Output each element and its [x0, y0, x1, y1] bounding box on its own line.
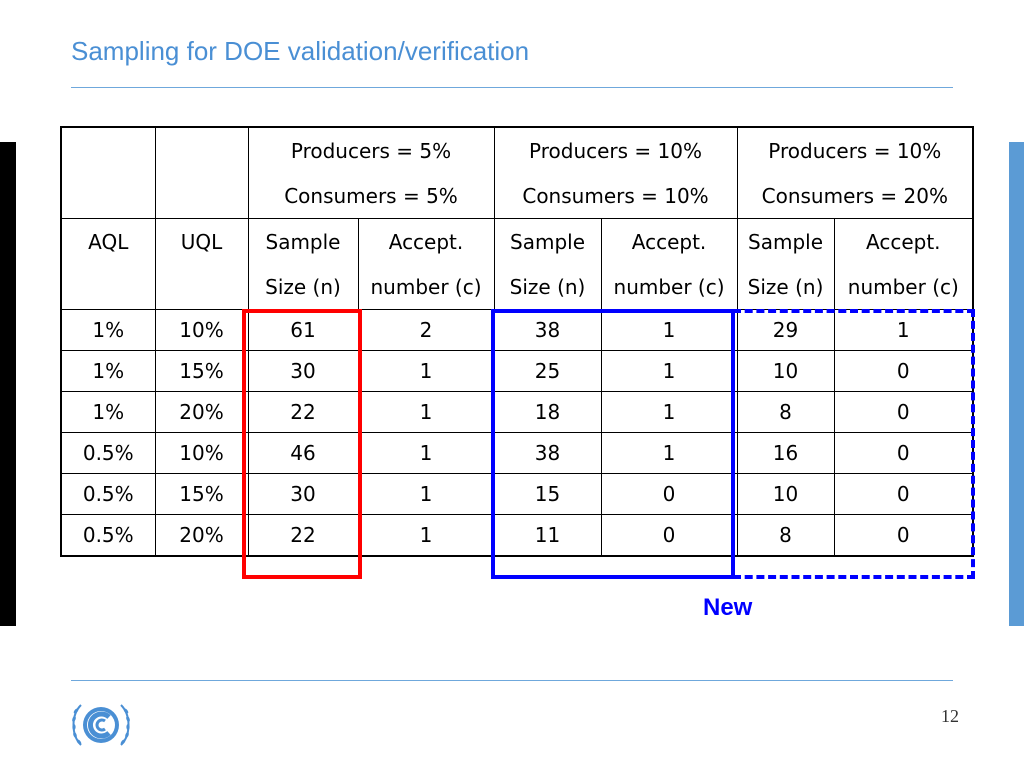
- aql-header: AQL: [60, 218, 156, 310]
- table-body: 1% 10% 61 2 38 1 29 1 1% 15% 30 1 25 1 10 0 1% 20% 22 1 18 1 8…: [60, 309, 974, 557]
- table-cell: 10: [736, 473, 835, 515]
- accept-label: Accept.: [388, 229, 464, 254]
- accept-number-header: Accept. number (c): [357, 218, 495, 310]
- number-c-label: number (c): [847, 274, 959, 299]
- table-cell: 11: [493, 514, 602, 557]
- accept-label: Accept.: [631, 229, 707, 254]
- table-cell: 15%: [154, 350, 249, 392]
- table-cell: 15%: [154, 473, 249, 515]
- footer-divider: [71, 680, 953, 681]
- right-edge-bar: [1009, 142, 1024, 626]
- consumers-label: Consumers = 5%: [284, 183, 458, 208]
- table-cell: 8: [736, 514, 835, 557]
- table-cell: 0.5%: [60, 473, 156, 515]
- table-cell: 0: [833, 473, 974, 515]
- table-row: 1% 15% 30 1 25 1 10 0: [60, 350, 974, 392]
- accept-number-header: Accept. number (c): [833, 218, 974, 310]
- table-cell: 10%: [154, 432, 249, 474]
- left-edge-bar: [0, 142, 16, 626]
- group-header-10-20: Producers = 10% Consumers = 20%: [736, 126, 974, 219]
- dashed-blue-highlight-box: [733, 309, 975, 579]
- sample-label: Sample: [510, 229, 586, 254]
- title-divider: [71, 87, 953, 88]
- empty-header-cell: [154, 126, 249, 219]
- table-cell: 0.5%: [60, 514, 156, 557]
- table-cell: 38: [493, 432, 602, 474]
- table-row: 0.5% 15% 30 1 15 0 10 0: [60, 473, 974, 515]
- table-cell: 1: [600, 350, 738, 392]
- table-cell: 20%: [154, 391, 249, 433]
- table-cell: 1%: [60, 391, 156, 433]
- group-header-5-5: Producers = 5% Consumers = 5%: [247, 126, 495, 219]
- producers-label: Producers = 10%: [768, 138, 942, 163]
- new-label: New: [703, 594, 753, 621]
- group-header-row: Producers = 5% Consumers = 5% Producers …: [60, 126, 974, 219]
- table-cell: 15: [493, 473, 602, 515]
- uql-label: UQL: [180, 229, 223, 254]
- column-header-row: AQL UQL Sample Size (n) Accept.: [60, 218, 974, 310]
- table-cell: 1: [357, 473, 495, 515]
- producers-label: Producers = 5%: [290, 138, 452, 163]
- sample-size-header: Sample Size (n): [493, 218, 602, 310]
- accept-number-header: Accept. number (c): [600, 218, 738, 310]
- consumers-label: Consumers = 10%: [522, 183, 709, 208]
- table-cell: 1%: [60, 350, 156, 392]
- table-cell: 38: [493, 309, 602, 351]
- uql-header: UQL: [154, 218, 249, 310]
- accept-label: Accept.: [866, 229, 941, 254]
- number-c-label: number (c): [370, 274, 482, 299]
- table-cell: 1: [357, 350, 495, 392]
- sample-size-header: Sample Size (n): [736, 218, 835, 310]
- table-cell: 30: [247, 473, 359, 515]
- table-cell: 29: [736, 309, 835, 351]
- sample-size-header: Sample Size (n): [247, 218, 359, 310]
- table-cell: 0: [833, 514, 974, 557]
- consumers-label: Consumers = 20%: [761, 183, 948, 208]
- table-cell: 1: [600, 391, 738, 433]
- group-header-10-10: Producers = 10% Consumers = 10%: [493, 126, 738, 219]
- empty-header-cell: [60, 126, 156, 219]
- table-cell: 0: [600, 473, 738, 515]
- table-row: 1% 20% 22 1 18 1 8 0: [60, 391, 974, 433]
- table-cell: 10%: [154, 309, 249, 351]
- red-highlight-box: [242, 309, 362, 579]
- size-n-label: Size (n): [265, 274, 341, 299]
- table-cell: 0: [833, 391, 974, 433]
- table-cell: 46: [247, 432, 359, 474]
- size-n-label: Size (n): [509, 274, 586, 299]
- table-row: 1% 10% 61 2 38 1 29 1: [60, 309, 974, 351]
- table-cell: 1: [357, 432, 495, 474]
- table-cell: 25: [493, 350, 602, 392]
- sample-label: Sample: [265, 229, 341, 254]
- producers-label: Producers = 10%: [529, 138, 702, 163]
- unfccc-logo-icon: [72, 704, 130, 746]
- table-cell: 0: [833, 432, 974, 474]
- table-cell: 1: [833, 309, 974, 351]
- table-row: 0.5% 20% 22 1 11 0 8 0: [60, 514, 974, 557]
- table-cell: 2: [357, 309, 495, 351]
- sampling-table: Producers = 5% Consumers = 5% Producers …: [60, 126, 975, 557]
- table-cell: 0: [600, 514, 738, 557]
- table-cell: 1: [357, 391, 495, 433]
- number-c-label: number (c): [613, 274, 725, 299]
- table-cell: 1: [357, 514, 495, 557]
- slide-title: Sampling for DOE validation/verification: [71, 36, 530, 66]
- sample-label: Sample: [748, 229, 824, 254]
- size-n-label: Size (n): [747, 274, 824, 299]
- table-cell: 20%: [154, 514, 249, 557]
- table-cell: 10: [736, 350, 835, 392]
- blue-highlight-box: [491, 309, 735, 579]
- table-cell: 1%: [60, 309, 156, 351]
- table-cell: 0.5%: [60, 432, 156, 474]
- page-number: 12: [941, 706, 959, 726]
- table-row: 0.5% 10% 46 1 38 1 16 0: [60, 432, 974, 474]
- aql-label: AQL: [88, 229, 129, 254]
